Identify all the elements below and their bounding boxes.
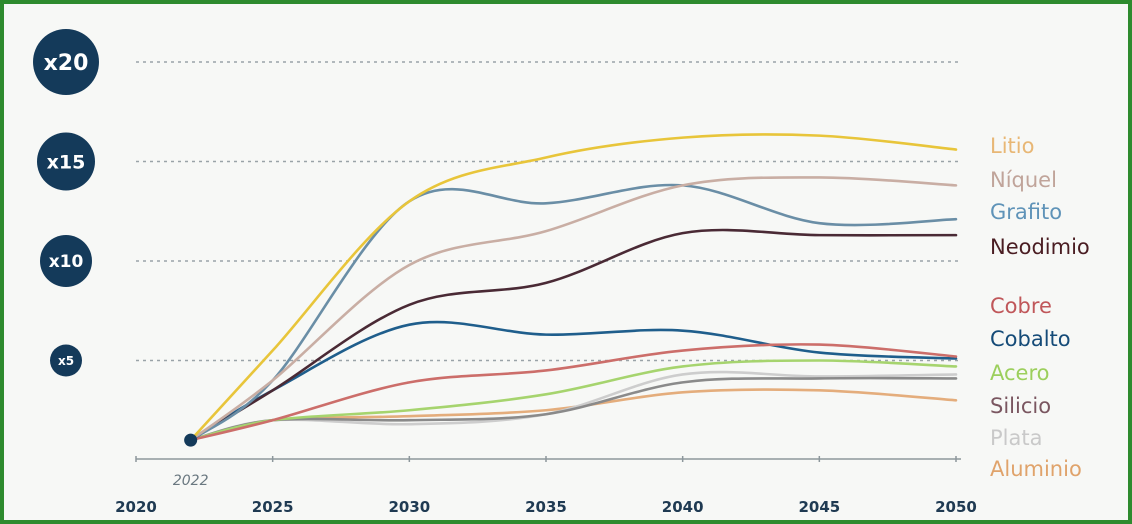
series-line-cobalto: [189, 320, 958, 442]
series-line-litio: [189, 133, 958, 442]
x-tick-label: 2025: [252, 498, 294, 516]
y-level-label: x20: [44, 51, 89, 76]
grid-layer: [136, 61, 961, 362]
series-line-grafito: [189, 183, 958, 442]
x-tick-label: 2050: [935, 498, 977, 516]
x-tick-label: 2045: [798, 498, 840, 516]
y-bubble-x15: [37, 132, 95, 191]
start-point-label: 2022: [173, 473, 209, 489]
series-line-cobre: [189, 343, 958, 442]
legend-entry-aluminio: Aluminio: [990, 457, 1082, 481]
axis-layer: 2020 2025 2030 2035 2040 2045 2050 2022: [115, 456, 977, 516]
legend-entry-acero: Acero: [990, 361, 1049, 385]
series-line-níquel: [189, 176, 958, 442]
y-bubble-x10: [40, 235, 92, 287]
legend-entry-níquel: Níquel: [990, 168, 1057, 192]
chart-frame: 2020 2025 2030 2035 2040 2045 2050 2022 x20 x15 x…: [4, 4, 1128, 520]
x-tick-label: 2020: [115, 498, 157, 516]
legend-entry-cobre: Cobre: [990, 294, 1052, 318]
y-level-label: x15: [47, 151, 86, 173]
series-line-aluminio: [189, 388, 958, 442]
series-line-plata: [189, 370, 958, 442]
x-tick-label: 2030: [388, 498, 430, 516]
legend-entry-plata: Plata: [990, 426, 1042, 450]
legend-entry-silicio: Silicio: [990, 394, 1051, 418]
y-level-bubbles: x20 x15 x10 x5: [33, 29, 99, 377]
legend-entry-neodimio: Neodimio: [990, 235, 1090, 259]
series-line-neodimio: [189, 228, 958, 442]
legend-entry-cobalto: Cobalto: [990, 327, 1071, 351]
x-tick-label: 2035: [525, 498, 567, 516]
legend-entry-litio: Litio: [990, 134, 1034, 158]
y-bubble-x5: [50, 344, 82, 377]
y-level-label: x5: [58, 354, 74, 368]
y-level-label: x10: [49, 252, 84, 272]
series-layer: [184, 133, 958, 447]
legend-entry-grafito: Grafito: [990, 200, 1062, 224]
start-point-marker: [184, 433, 198, 447]
legend: Litio Níquel Grafito Neodimio Cobre Cobalto Ac…: [972, 126, 1122, 486]
y-bubble-x20: [33, 29, 99, 95]
series-line-silicio: [189, 376, 958, 442]
legend-background: [972, 126, 1122, 486]
x-tick-label: 2040: [662, 498, 704, 516]
